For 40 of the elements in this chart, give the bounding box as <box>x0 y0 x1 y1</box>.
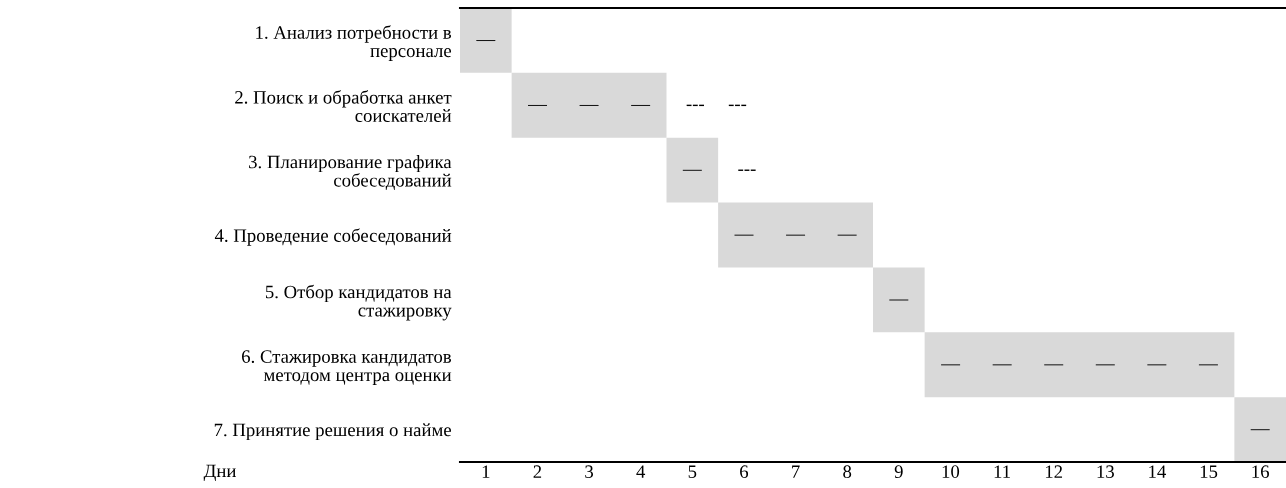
x-tick-label: 3 <box>585 465 594 478</box>
x-tick-label: 1 <box>482 465 490 478</box>
x-tick-label: 9 <box>894 465 903 478</box>
y-tick-label: 4. Проведение собеседований <box>214 228 452 246</box>
bar <box>873 267 925 333</box>
annotation: --- <box>738 169 756 171</box>
bar <box>460 8 512 73</box>
y-tick-label: 2. Поиск и обработка анкет соискателей <box>235 90 452 122</box>
x-tick-label: 6 <box>740 465 749 478</box>
x-tick-label: 14 <box>1149 465 1167 478</box>
x-tick-label: 16 <box>1252 465 1269 478</box>
bar <box>718 202 873 268</box>
bar <box>924 332 1235 398</box>
x-tick-label: 7 <box>792 465 800 478</box>
x-tick-label: 8 <box>843 465 852 478</box>
x-tick-label: 2 <box>533 465 542 478</box>
bar <box>511 72 667 138</box>
y-tick-label: 3. Планирование графика собеседований <box>249 155 452 191</box>
data-label: — — — <box>528 104 651 106</box>
y-tick-label: 6. Стажировка кандидатов методом центра оценки <box>242 350 452 386</box>
data-label: — — — <box>734 234 857 236</box>
x-tick-label: 13 <box>1097 465 1114 478</box>
x-axis-title: Дни <box>203 464 236 481</box>
data-label: — <box>476 40 496 42</box>
bar <box>1234 397 1286 462</box>
x-tick-label: 12 <box>1045 465 1063 478</box>
y-tick-label: 5. Отбор кандидатов на стажировку <box>265 284 452 321</box>
x-tick-label: 5 <box>688 465 697 478</box>
bar <box>666 137 719 203</box>
y-tick-label: 7. Принятие решения о найме <box>214 423 452 441</box>
y-tick-label: 1. Анализ потребности в персонале <box>256 25 452 61</box>
data-label: — — — — — — <box>941 364 1218 366</box>
data-label: — <box>1250 429 1270 431</box>
annotation: --- --- <box>686 104 747 107</box>
x-tick-label: 15 <box>1200 465 1218 478</box>
x-tick-label: 11 <box>994 465 1010 478</box>
x-tick-label: 4 <box>636 465 646 478</box>
x-tick-label: 10 <box>942 465 960 478</box>
data-label: — <box>889 299 909 301</box>
data-label: — <box>682 169 702 171</box>
